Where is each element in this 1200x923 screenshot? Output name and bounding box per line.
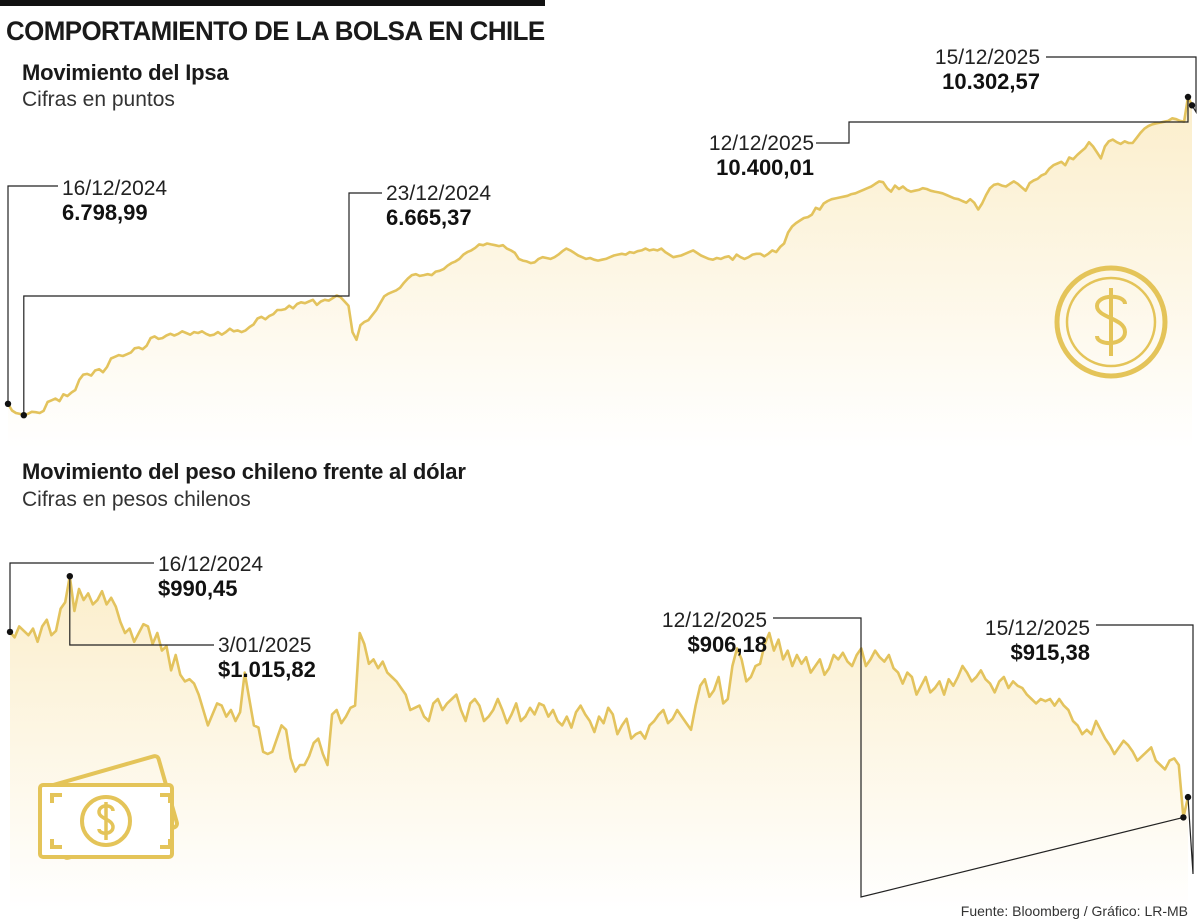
annotation-value: 10.302,57 — [942, 69, 1040, 94]
peso-annotation-min: 12/12/2025 $906,18 — [662, 609, 767, 657]
dollar-coin-icon — [1054, 265, 1168, 379]
ipsa-leader-line-3 — [1046, 56, 1197, 115]
ipsa-annotation-max: 12/12/2025 10.400,01 — [709, 132, 814, 180]
ipsa-annotation-point-1 — [20, 412, 27, 419]
peso-chart-unit: Cifras en pesos chilenos — [22, 488, 251, 511]
annotation-value: $915,38 — [1010, 640, 1090, 665]
top-rule — [0, 0, 545, 6]
ipsa-leader-lines — [7, 56, 1197, 416]
ipsa-chart-title: Movimiento del Ipsa — [22, 60, 229, 85]
peso-annotation-points — [6, 573, 1192, 821]
peso-chart-title: Movimiento del peso chileno frente al dó… — [22, 459, 466, 484]
peso-leader-line-2 — [773, 617, 1184, 898]
annotation-value: 6.798,99 — [62, 200, 148, 225]
ipsa-annotation-point-0 — [4, 400, 12, 407]
ipsa-leader-line-0 — [7, 185, 58, 404]
ipsa-leader-line-2 — [816, 97, 1189, 144]
annotation-value: $990,45 — [158, 576, 238, 601]
peso-leader-line-3 — [1096, 624, 1194, 875]
peso-leader-line-0 — [9, 562, 154, 632]
annotation-date: 12/12/2025 — [661, 609, 767, 632]
peso-annotation-point-1 — [66, 573, 74, 580]
ipsa-leader-line-1 — [23, 192, 382, 416]
annotation-value: 10.400,01 — [716, 155, 814, 180]
annotation-value: 6.665,37 — [386, 205, 472, 230]
annotation-date: 12/12/2025 — [708, 132, 814, 155]
peso-area-fill — [10, 576, 1188, 912]
annotation-date: 15/12/2025 — [934, 46, 1040, 69]
main-title: COMPORTAMIENTO DE LA BOLSA EN CHILE — [6, 16, 545, 46]
ipsa-annotation-start: 16/12/2024 6.798,99 — [62, 177, 167, 225]
ipsa-area-fill — [8, 97, 1192, 448]
annotation-date: 15/12/2025 — [984, 617, 1090, 640]
ipsa-annotation-end: 15/12/2025 10.302,57 — [935, 46, 1040, 94]
ipsa-annotation-point-3 — [1188, 102, 1196, 109]
peso-annotation-start: 16/12/2024 $990,45 — [158, 553, 263, 601]
annotation-date: 3/01/2025 — [218, 634, 312, 657]
ipsa-series-line — [6, 95, 1194, 417]
peso-annotation-point-0 — [6, 628, 14, 636]
ipsa-annotation-min: 23/12/2024 6.665,37 — [386, 182, 491, 230]
annotation-value: $906,18 — [687, 632, 767, 657]
ipsa-annotation-point-2 — [1184, 93, 1192, 101]
annotation-value: $1.015,82 — [218, 657, 316, 682]
annotation-date: 16/12/2024 — [62, 177, 168, 200]
source-credit: Fuente: Bloomberg / Gráfico: LR-MB — [960, 903, 1188, 919]
ipsa-annotation-points — [4, 93, 1196, 419]
peso-series-line — [9, 574, 1190, 819]
banknote-icon — [38, 754, 179, 860]
peso-leader-lines — [9, 562, 1194, 898]
peso-annotation-point-2 — [1180, 814, 1187, 821]
ipsa-chart-unit: Cifras en puntos — [22, 88, 175, 111]
peso-annotation-point-3 — [1184, 793, 1192, 801]
peso-leader-line-1 — [69, 576, 214, 646]
annotation-date: 23/12/2024 — [386, 182, 492, 205]
peso-annotation-max: 3/01/2025 $1.015,82 — [218, 634, 316, 682]
annotation-date: 16/12/2024 — [158, 553, 264, 576]
peso-annotation-end: 15/12/2025 $915,38 — [985, 617, 1090, 665]
